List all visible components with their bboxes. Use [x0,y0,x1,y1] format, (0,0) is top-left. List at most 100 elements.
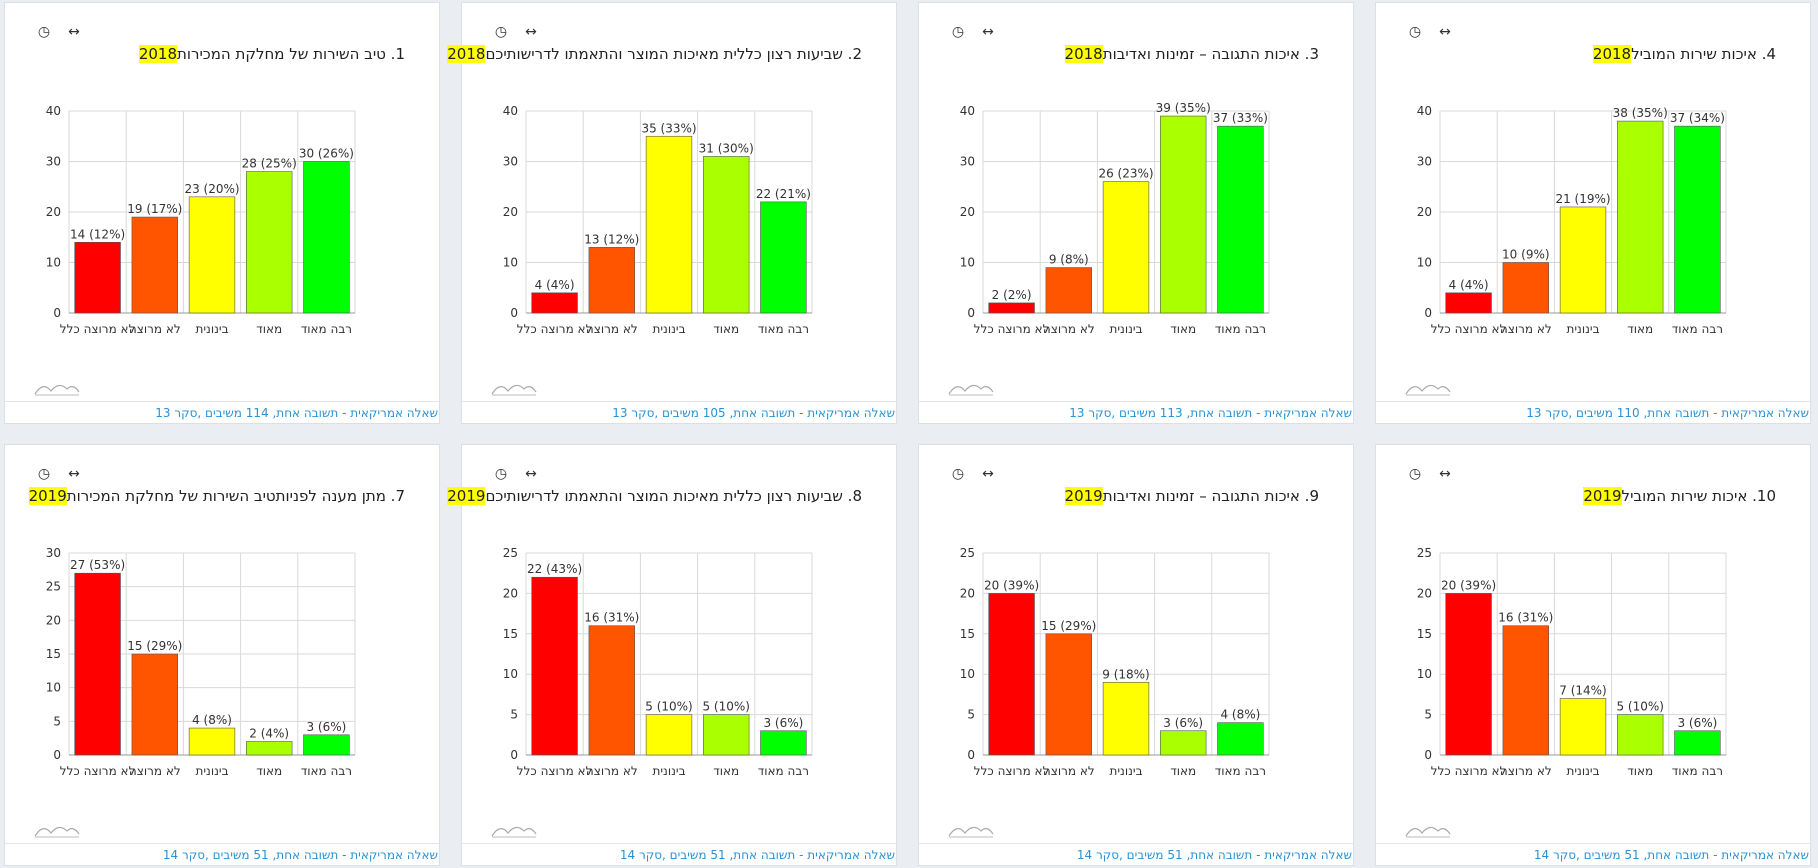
survey-info-text[interactable]: שאלה אמריקאית - תשובה אחת, 113 משיבים ,ס… [1069,406,1352,420]
y-tick-label: 25 [960,546,975,560]
horizontal-arrows-icon[interactable]: ↔ [68,24,80,40]
wave-icon[interactable] [1404,821,1452,841]
bar-data-label: 2 (2%) [992,288,1032,302]
bar[interactable] [1045,267,1092,314]
x-tick-label: לא מרוצה [1500,322,1552,336]
y-tick-label: 10 [1417,667,1432,681]
bar[interactable] [1102,681,1150,756]
bar[interactable] [246,171,293,314]
horizontal-arrows-icon[interactable]: ↔ [525,466,537,482]
bar[interactable] [588,625,635,756]
chart-panel-2: ◷ ↔ 2. שביעות רצון כללית מאיכות המוצר והתא… [447,2,897,424]
clock-icon[interactable]: ◷ [1408,24,1422,40]
bar[interactable] [1502,262,1549,314]
bar[interactable] [703,714,750,756]
bar-chart: 0 10 20 30 40 4 (4%) לא מרוצה כלל 13 (12%) לא מר… [503,104,813,336]
chart-title: 4. איכות שירות המוביל2018 [1592,45,1776,63]
clock-icon[interactable]: ◷ [951,466,965,482]
bar-data-label: 3 (6%) [1163,716,1203,730]
bar[interactable] [303,734,350,756]
bar[interactable] [188,727,236,756]
bar[interactable] [645,135,693,314]
clock-icon[interactable]: ◷ [37,24,51,40]
survey-info-text[interactable]: שאלה אמריקאית - תשובה אחת, 110 משיבים ,ס… [1526,406,1809,420]
bar[interactable] [1217,722,1264,756]
clock-icon[interactable]: ◷ [1408,466,1422,482]
clock-icon[interactable]: ◷ [494,24,508,40]
horizontal-arrows-icon[interactable]: ↔ [1439,24,1451,40]
bar-data-label: 20 (39%) [984,578,1039,592]
bar[interactable] [645,714,693,756]
bar[interactable] [131,216,178,314]
bar[interactable] [1559,206,1607,314]
bar[interactable] [1102,181,1150,314]
horizontal-arrows-icon[interactable]: ↔ [525,24,537,40]
x-tick-label: לא מרוצה כלל [517,764,593,778]
bar[interactable] [131,653,178,756]
horizontal-arrows-icon[interactable]: ↔ [982,466,994,482]
bar[interactable] [1617,714,1664,756]
chart-title: 8. שביעות רצון כללית מאיכות המוצר והתאמת… [447,487,862,505]
bar[interactable] [188,196,236,314]
bar-data-label: 3 (6%) [306,720,346,734]
bar[interactable] [1217,125,1264,314]
wave-icon[interactable] [490,379,538,399]
survey-info-text[interactable]: שאלה אמריקאית - תשובה אחת, 51 משיבים ,סק… [1533,848,1809,862]
bar[interactable] [1502,625,1549,756]
bar[interactable] [1617,120,1664,314]
bar[interactable] [760,201,807,314]
bar[interactable] [246,741,293,756]
y-tick-label: 40 [46,104,61,118]
bar[interactable] [988,593,1035,756]
survey-info-text[interactable]: שאלה אמריקאית - תשובה אחת, 51 משיבים ,סק… [619,848,895,862]
wave-icon[interactable] [1404,379,1452,399]
x-tick-label: מאוד [1627,322,1653,336]
bar[interactable] [531,576,578,756]
wave-icon[interactable] [33,821,81,841]
bar[interactable] [1160,115,1207,314]
chart-title: 1. טיב השירות של מחלקת המכירות2018 [138,45,405,63]
bar[interactable] [531,292,578,314]
x-tick-label: לא מרוצה [586,322,638,336]
clock-icon[interactable]: ◷ [37,466,51,482]
survey-info-text[interactable]: שאלה אמריקאית - תשובה אחת, 51 משיבים ,סק… [162,848,438,862]
wave-icon[interactable] [490,821,538,841]
horizontal-arrows-icon[interactable]: ↔ [982,24,994,40]
bar[interactable] [1445,593,1492,756]
clock-icon[interactable]: ◷ [494,466,508,482]
chart-footer: שאלה אמריקאית - תשובה אחת, 105 משיבים ,ס… [462,401,896,423]
clock-icon[interactable]: ◷ [951,24,965,40]
bar[interactable] [1559,698,1607,756]
bar[interactable] [1160,730,1207,756]
horizontal-arrows-icon[interactable]: ↔ [68,466,80,482]
y-tick-label: 30 [960,155,975,169]
bar-data-label: 5 (10%) [1616,700,1663,714]
x-tick-label: לא מרוצה כלל [60,322,136,336]
wave-icon[interactable] [33,379,81,399]
survey-info-text[interactable]: שאלה אמריקאית - תשובה אחת, 51 משיבים ,סק… [1076,848,1352,862]
horizontal-arrows-icon[interactable]: ↔ [1439,466,1451,482]
chart-title-year: 2019 [447,487,486,505]
wave-icon[interactable] [947,821,995,841]
survey-info-text[interactable]: שאלה אמריקאית - תשובה אחת, 105 משיבים ,ס… [612,406,895,420]
bar[interactable] [303,161,350,314]
bar[interactable] [588,247,635,314]
wave-icon[interactable] [947,379,995,399]
bar[interactable] [703,156,750,314]
bar-data-label: 10 (9%) [1502,248,1549,262]
survey-info-text[interactable]: שאלה אמריקאית - תשובה אחת, 114 משיבים ,ס… [155,406,438,420]
bar[interactable] [74,242,121,314]
bar[interactable] [1045,633,1092,756]
bar[interactable] [1674,125,1721,314]
bar[interactable] [74,572,121,756]
bar-chart: 0 5 10 15 20 25 22 (43%) לא מרוצה כלל 16 (31%) לא… [503,546,813,778]
x-tick-label: לא מרוצה [129,764,181,778]
bar[interactable] [760,730,807,756]
bar-data-label: 4 (4%) [535,278,575,292]
bar[interactable] [1674,730,1721,756]
y-tick-label: 10 [503,667,518,681]
bar[interactable] [988,302,1035,314]
y-tick-label: 0 [53,748,61,762]
bar[interactable] [1445,292,1492,314]
chart-title-text: 2. שביעות רצון כללית מאיכות המוצר והתאמת… [485,45,862,63]
